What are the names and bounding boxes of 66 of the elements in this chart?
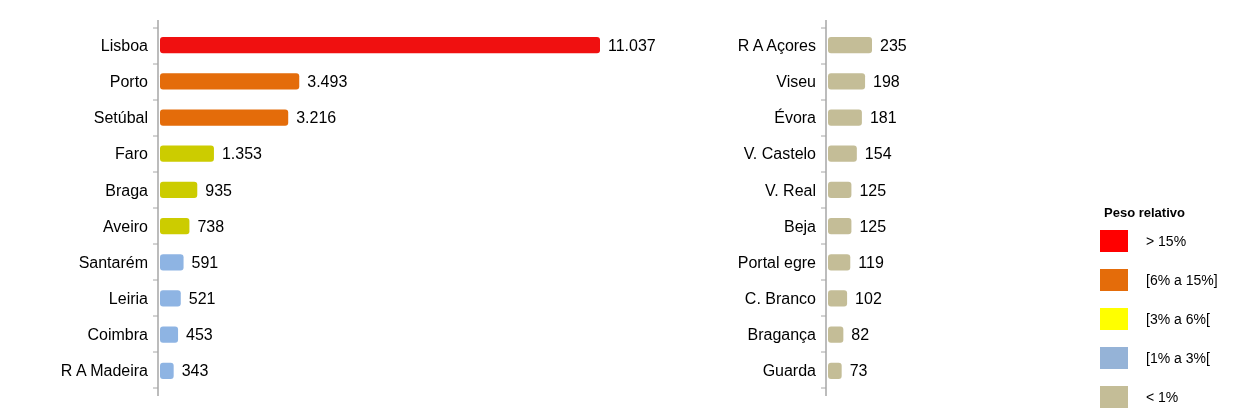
- category-label: [3% a 6%[: [1146, 310, 1210, 327]
- category-label: > 15%: [1146, 232, 1187, 249]
- bar: [160, 145, 214, 162]
- bar: [828, 290, 848, 307]
- bar: [828, 217, 852, 235]
- data-label: 453: [186, 326, 213, 344]
- bar: [828, 254, 851, 271]
- bar: [828, 109, 862, 126]
- y-tick-label: Coimbra: [87, 326, 149, 344]
- data-label: 591: [191, 253, 219, 271]
- y-tick-label: Viseu: [776, 72, 816, 90]
- bar: [828, 145, 857, 162]
- y-tick-label: Guarda: [762, 362, 817, 380]
- data-label: 235: [880, 36, 907, 54]
- y-tick-label: R A Açores: [737, 36, 816, 54]
- data-label: 11.037: [608, 36, 656, 54]
- category-label: [1% a 3%[: [1146, 349, 1210, 366]
- data-label: 82: [851, 326, 870, 344]
- data-label: 125: [859, 181, 887, 199]
- y-tick-label: Beja: [783, 217, 817, 235]
- y-tick-label: R A Madeira: [60, 362, 149, 380]
- bar: [160, 254, 184, 271]
- bar: [160, 326, 179, 343]
- data-label: 119: [858, 253, 884, 271]
- y-tick-label: Aveiro: [102, 217, 149, 235]
- data-label: 154: [864, 145, 892, 163]
- bar: [160, 109, 289, 126]
- data-label: 343: [181, 362, 209, 380]
- data-label: 738: [197, 217, 225, 235]
- bar: [160, 362, 174, 379]
- data-label: 1.353: [221, 145, 263, 163]
- y-tick-label: C. Branco: [744, 290, 817, 308]
- y-tick-label: Lisboa: [100, 36, 149, 54]
- y-tick-label: Évora: [774, 108, 817, 127]
- y-tick-label: V. Castelo: [743, 145, 817, 163]
- y-tick-label: Santarém: [78, 253, 148, 271]
- bar: [828, 37, 872, 54]
- y-tick-label: V. Real: [765, 181, 816, 199]
- y-tick-label: Leiria: [108, 290, 149, 308]
- bar: [160, 290, 181, 307]
- bar: [160, 37, 600, 54]
- data-label: 181: [869, 109, 897, 127]
- y-tick-label: Portal egre: [737, 253, 817, 271]
- y-tick-label: Braga: [105, 181, 149, 199]
- data-label: 125: [859, 217, 887, 235]
- y-tick-label: Porto: [109, 72, 149, 90]
- bar: [160, 181, 198, 199]
- bar: [160, 73, 300, 90]
- category-label: < 1%: [1146, 388, 1179, 405]
- category-label: [6% a 15%]: [1146, 271, 1218, 288]
- data-label: 198: [873, 72, 900, 90]
- y-tick-label: Setúbal: [93, 109, 148, 127]
- data-label: 521: [188, 290, 216, 308]
- bar: [828, 362, 842, 379]
- y-tick-label: Bragança: [747, 326, 817, 344]
- bar: [828, 326, 844, 343]
- data-label: 3.493: [307, 72, 348, 90]
- bar: [828, 181, 852, 199]
- legend-title: Peso relativo: [1104, 205, 1185, 220]
- bar: [828, 73, 866, 90]
- data-label: 73: [849, 362, 868, 380]
- data-label: 3.216: [296, 109, 337, 127]
- data-label: 102: [855, 290, 882, 308]
- data-label: 935: [205, 181, 233, 199]
- bar: [160, 217, 190, 235]
- y-tick-label: Faro: [115, 145, 149, 163]
